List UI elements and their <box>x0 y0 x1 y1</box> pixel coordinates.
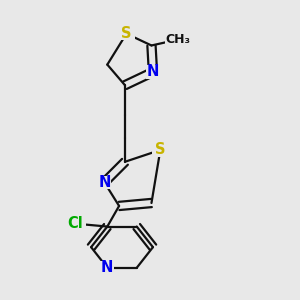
FancyBboxPatch shape <box>97 176 111 189</box>
Text: S: S <box>155 142 166 158</box>
FancyBboxPatch shape <box>64 217 86 230</box>
FancyBboxPatch shape <box>166 34 190 46</box>
Text: N: N <box>147 64 159 80</box>
Text: CH₃: CH₃ <box>166 33 190 46</box>
Text: N: N <box>101 260 113 275</box>
Text: Cl: Cl <box>67 216 83 231</box>
FancyBboxPatch shape <box>118 27 134 40</box>
Text: S: S <box>121 26 132 41</box>
Text: N: N <box>98 175 110 190</box>
FancyBboxPatch shape <box>146 65 160 79</box>
FancyBboxPatch shape <box>100 261 114 274</box>
FancyBboxPatch shape <box>152 143 168 157</box>
